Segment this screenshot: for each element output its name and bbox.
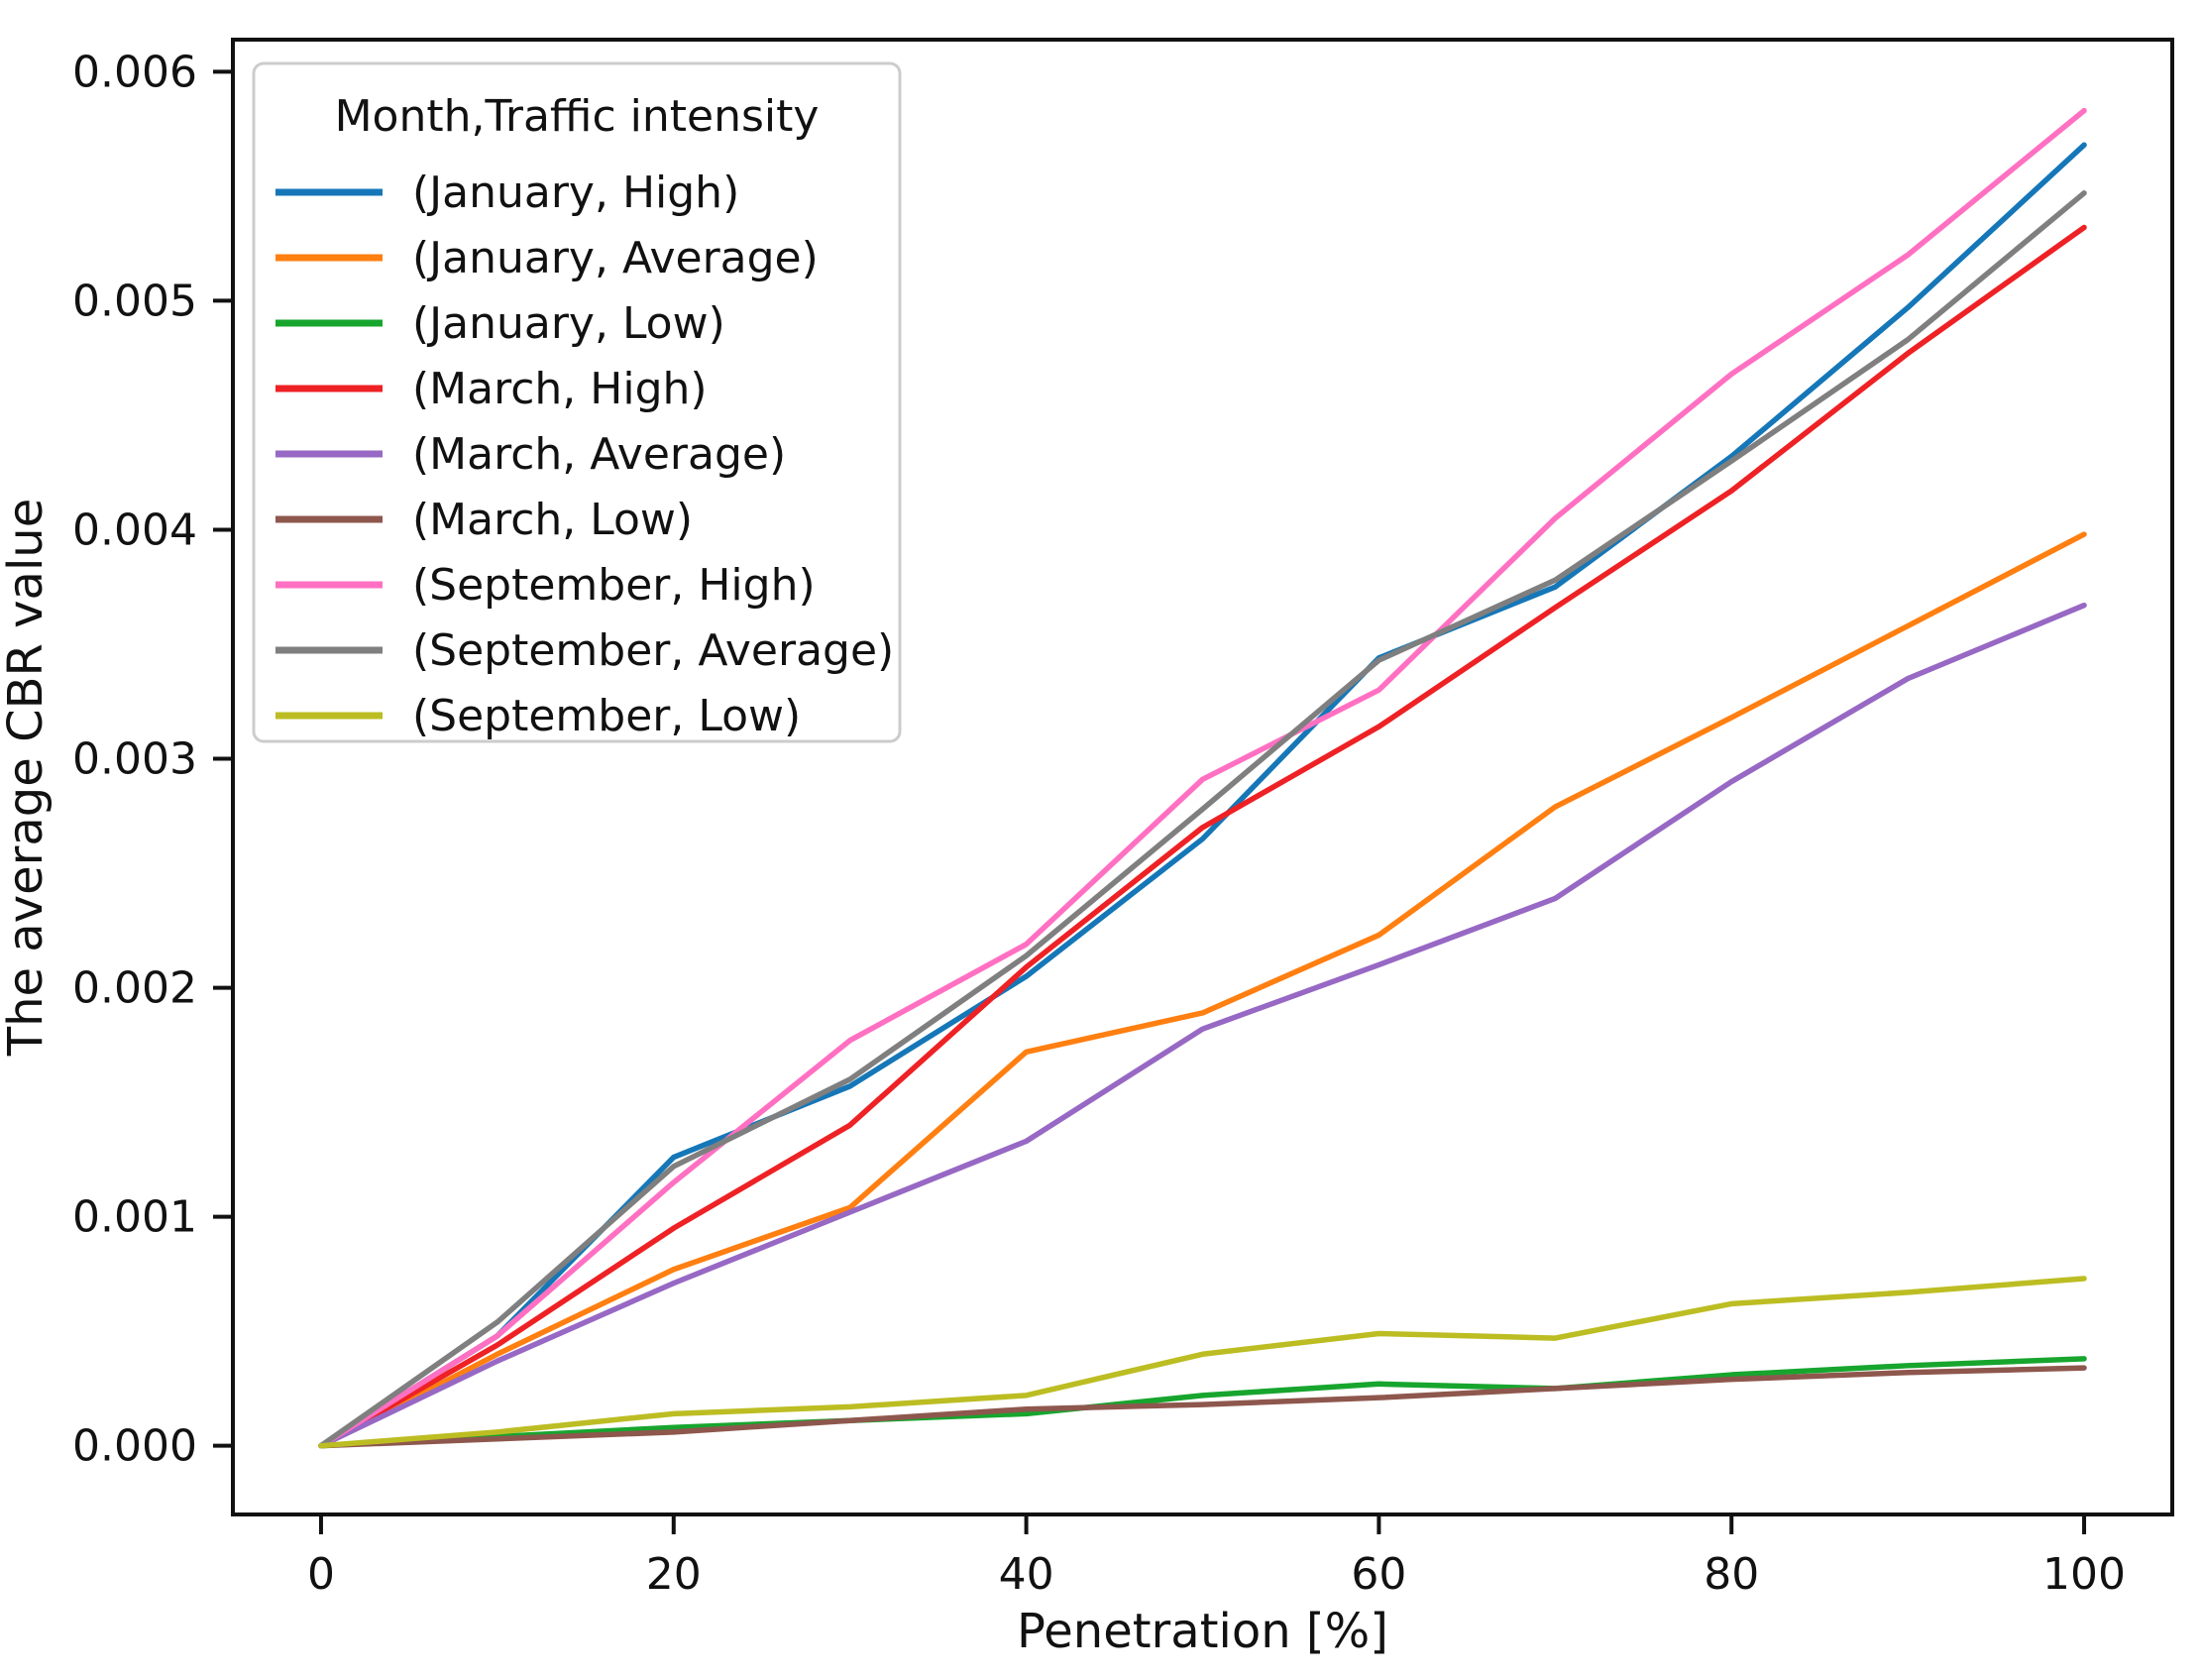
y-axis-ticks: 0.000 0.001 0.002 0.003 0.004 0.005 0.006 xyxy=(72,47,233,1472)
legend-label: (March, Low) xyxy=(412,495,693,545)
y-tick-label: 0.004 xyxy=(72,504,197,555)
series-line-2 xyxy=(318,1356,2087,1449)
legend-entry: (March, Average) xyxy=(275,429,786,480)
legend-entry: (September, Low) xyxy=(275,691,801,741)
legend-label: (January, Average) xyxy=(412,233,819,283)
y-tick-label: 0.006 xyxy=(72,47,197,97)
y-tick-label: 0.002 xyxy=(72,963,197,1014)
x-tick-label: 40 xyxy=(999,1549,1054,1600)
legend-label: (January, High) xyxy=(412,168,739,218)
legend-entry: (September, High) xyxy=(275,560,816,611)
legend-label: (September, High) xyxy=(412,560,816,611)
x-tick-label: 100 xyxy=(2042,1549,2126,1600)
x-tick-label: 80 xyxy=(1704,1549,1759,1600)
legend-entry: (March, High) xyxy=(275,364,708,414)
x-axis-label: Penetration [%] xyxy=(1017,1604,1388,1659)
legend-entry: (September, Average) xyxy=(275,625,894,676)
plot-border xyxy=(231,38,2174,1516)
legend-label: (September, Average) xyxy=(412,625,894,676)
series-line-8 xyxy=(318,1276,2087,1449)
series-line-1 xyxy=(318,531,2087,1449)
y-tick-label: 0.001 xyxy=(72,1192,197,1243)
legend-label: (January, Low) xyxy=(412,298,725,349)
legend-box xyxy=(252,61,902,743)
legend-label: (March, High) xyxy=(412,364,708,414)
legend-title: Month,Traffic intensity xyxy=(335,91,820,142)
legend: Month,Traffic intensity (January, High) (J… xyxy=(252,61,902,743)
x-tick-label: 20 xyxy=(646,1549,702,1600)
series-line-6 xyxy=(318,107,2087,1449)
legend-entry: (January, Average) xyxy=(275,233,819,283)
legend-entry: (January, High) xyxy=(275,168,739,218)
plot-frame xyxy=(231,38,2174,1516)
y-tick-label: 0.000 xyxy=(72,1421,197,1472)
y-tick-label: 0.003 xyxy=(72,734,197,785)
x-tick-label: 60 xyxy=(1351,1549,1406,1600)
series-line-4 xyxy=(318,602,2087,1449)
x-tick-label: 0 xyxy=(307,1549,335,1600)
series-line-7 xyxy=(318,190,2087,1449)
series-line-3 xyxy=(318,224,2087,1449)
y-axis-label: The average CBR value xyxy=(0,499,54,1057)
legend-label: (March, Average) xyxy=(412,429,786,480)
series-lines xyxy=(318,107,2087,1449)
series-line-5 xyxy=(318,1365,2087,1449)
x-axis-ticks: 0 20 40 60 80 100 xyxy=(307,1514,2126,1600)
y-tick-label: 0.005 xyxy=(72,276,197,326)
legend-entry: (March, Low) xyxy=(275,495,693,545)
legend-entry: (January, Low) xyxy=(275,298,725,349)
legend-label: (September, Low) xyxy=(412,691,801,741)
